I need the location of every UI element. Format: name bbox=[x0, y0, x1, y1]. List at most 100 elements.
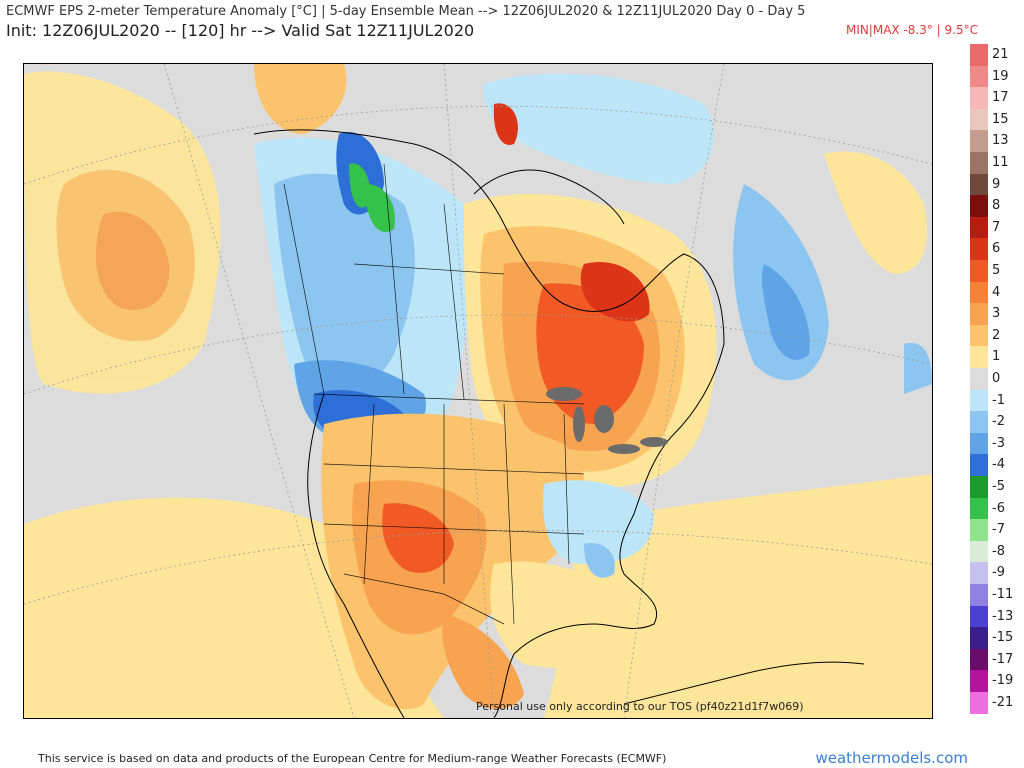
legend-entry: 17 bbox=[966, 87, 1022, 109]
legend-swatch bbox=[970, 368, 988, 390]
legend-entry: -8 bbox=[966, 540, 1022, 563]
legend-swatch bbox=[970, 692, 988, 714]
legend-swatch bbox=[970, 454, 988, 476]
legend-label: -15 bbox=[992, 630, 1014, 646]
legend-swatch bbox=[970, 152, 988, 174]
legend-swatch bbox=[970, 562, 988, 584]
legend-label: -4 bbox=[992, 457, 1005, 473]
arctic-cold bbox=[483, 73, 714, 184]
legend-label: 1 bbox=[992, 349, 1001, 365]
legend-label: 9 bbox=[992, 176, 1001, 192]
legend-entry: -21 bbox=[966, 692, 1022, 714]
legend-label: -3 bbox=[992, 435, 1005, 451]
legend-swatch bbox=[970, 281, 988, 304]
legend-label: 13 bbox=[992, 133, 1009, 149]
legend-entry: 2 bbox=[966, 324, 1022, 347]
legend-label: -21 bbox=[992, 695, 1014, 710]
legend-entry: 6 bbox=[966, 238, 1022, 260]
legend-swatch bbox=[970, 303, 988, 325]
legend-swatch bbox=[970, 670, 988, 692]
legend-label: 3 bbox=[992, 306, 1001, 322]
legend-entry: 3 bbox=[966, 303, 1022, 325]
legend-label: -11 bbox=[992, 587, 1014, 602]
legend-label: 6 bbox=[992, 241, 1001, 257]
legend-swatch bbox=[970, 540, 988, 563]
legend-entry: -4 bbox=[966, 454, 1022, 476]
southwest-warm-anomaly bbox=[321, 413, 586, 710]
legend-label: 7 bbox=[992, 219, 1001, 235]
legend-swatch bbox=[970, 389, 988, 412]
legend-entry: 21 bbox=[966, 44, 1022, 66]
legend-entry: -1 bbox=[966, 389, 1022, 412]
legend-entry: 9 bbox=[966, 173, 1022, 196]
legend-swatch bbox=[970, 65, 988, 88]
legend-swatch bbox=[970, 648, 988, 671]
legend-entry: 4 bbox=[966, 281, 1022, 304]
min-max-readout: MIN|MAX -8.3° | 9.5°C bbox=[845, 23, 978, 37]
legend-entry: 1 bbox=[966, 346, 1022, 368]
anomaly-map[interactable] bbox=[23, 63, 933, 719]
site-link[interactable]: weathermodels.com bbox=[815, 749, 968, 767]
legend-label: -2 bbox=[992, 414, 1005, 430]
legend-label: -7 bbox=[992, 522, 1005, 538]
legend-entry: -9 bbox=[966, 562, 1022, 584]
tos-watermark: Personal use only according to our TOS (… bbox=[476, 700, 804, 713]
legend-label: -6 bbox=[992, 500, 1005, 516]
legend-swatch bbox=[970, 173, 988, 196]
legend-label: 11 bbox=[992, 155, 1009, 170]
legend-label: -17 bbox=[992, 651, 1014, 667]
legend-swatch bbox=[970, 195, 988, 217]
legend-entry: -13 bbox=[966, 605, 1022, 628]
legend-label: -1 bbox=[992, 392, 1005, 408]
legend-entry: 19 bbox=[966, 65, 1022, 88]
legend-swatch bbox=[970, 605, 988, 628]
color-legend: 21 19 17 15 13 11 9 8 7 6 5 4 3 2 1 0 -1 -2 -3 -4 -5 -6 -7 -8 -9… bbox=[966, 44, 1022, 724]
legend-swatch bbox=[970, 87, 988, 109]
legend-entry: 11 bbox=[966, 152, 1022, 174]
legend-swatch bbox=[970, 627, 988, 649]
legend-entry: -7 bbox=[966, 519, 1022, 541]
legend-entry: -19 bbox=[966, 670, 1022, 692]
legend-entry: 13 bbox=[966, 130, 1022, 152]
legend-swatch bbox=[970, 216, 988, 239]
legend-label: -13 bbox=[992, 608, 1014, 624]
legend-swatch bbox=[970, 411, 988, 433]
political-borders bbox=[283, 163, 585, 625]
legend-entry: -6 bbox=[966, 497, 1022, 520]
legend-swatch bbox=[970, 108, 988, 131]
legend-entry: -3 bbox=[966, 432, 1022, 455]
legend-entry: -5 bbox=[966, 476, 1022, 498]
map-canvas bbox=[24, 64, 932, 718]
coastlines bbox=[253, 129, 865, 718]
legend-label: 21 bbox=[992, 47, 1009, 62]
legend-label: 8 bbox=[992, 198, 1001, 214]
legend-label: -5 bbox=[992, 479, 1005, 494]
legend-swatch bbox=[970, 519, 988, 541]
legend-swatch bbox=[970, 432, 988, 455]
gulf-warm bbox=[490, 561, 644, 668]
chart-title: ECMWF EPS 2-meter Temperature Anomaly [°… bbox=[6, 4, 806, 19]
great-lakes bbox=[546, 387, 668, 454]
eastern-warm-anomaly bbox=[464, 194, 717, 488]
ecmwf-attribution: This service is based on data and produc… bbox=[38, 752, 667, 765]
legend-label: 17 bbox=[992, 90, 1009, 106]
legend-label: 5 bbox=[992, 263, 1001, 278]
legend-entry: -15 bbox=[966, 627, 1022, 649]
legend-swatch bbox=[970, 346, 988, 368]
graticule bbox=[24, 64, 932, 718]
legend-entry: 15 bbox=[966, 108, 1022, 131]
southeast-cool-anomaly bbox=[543, 480, 654, 564]
legend-swatch bbox=[970, 497, 988, 520]
legend-entry: 8 bbox=[966, 195, 1022, 217]
legend-label: 0 bbox=[992, 371, 1001, 386]
legend-swatch bbox=[970, 260, 988, 282]
legend-label: 15 bbox=[992, 111, 1009, 127]
legend-label: 4 bbox=[992, 284, 1001, 300]
legend-swatch bbox=[970, 476, 988, 498]
legend-entry: 5 bbox=[966, 260, 1022, 282]
legend-entry: -17 bbox=[966, 648, 1022, 671]
legend-label: -9 bbox=[992, 565, 1005, 581]
legend-entry: 0 bbox=[966, 368, 1022, 390]
pacific-warm-anomaly bbox=[24, 71, 221, 394]
chart-subtitle: Init: 12Z06JUL2020 -- [120] hr --> Valid… bbox=[6, 21, 475, 40]
